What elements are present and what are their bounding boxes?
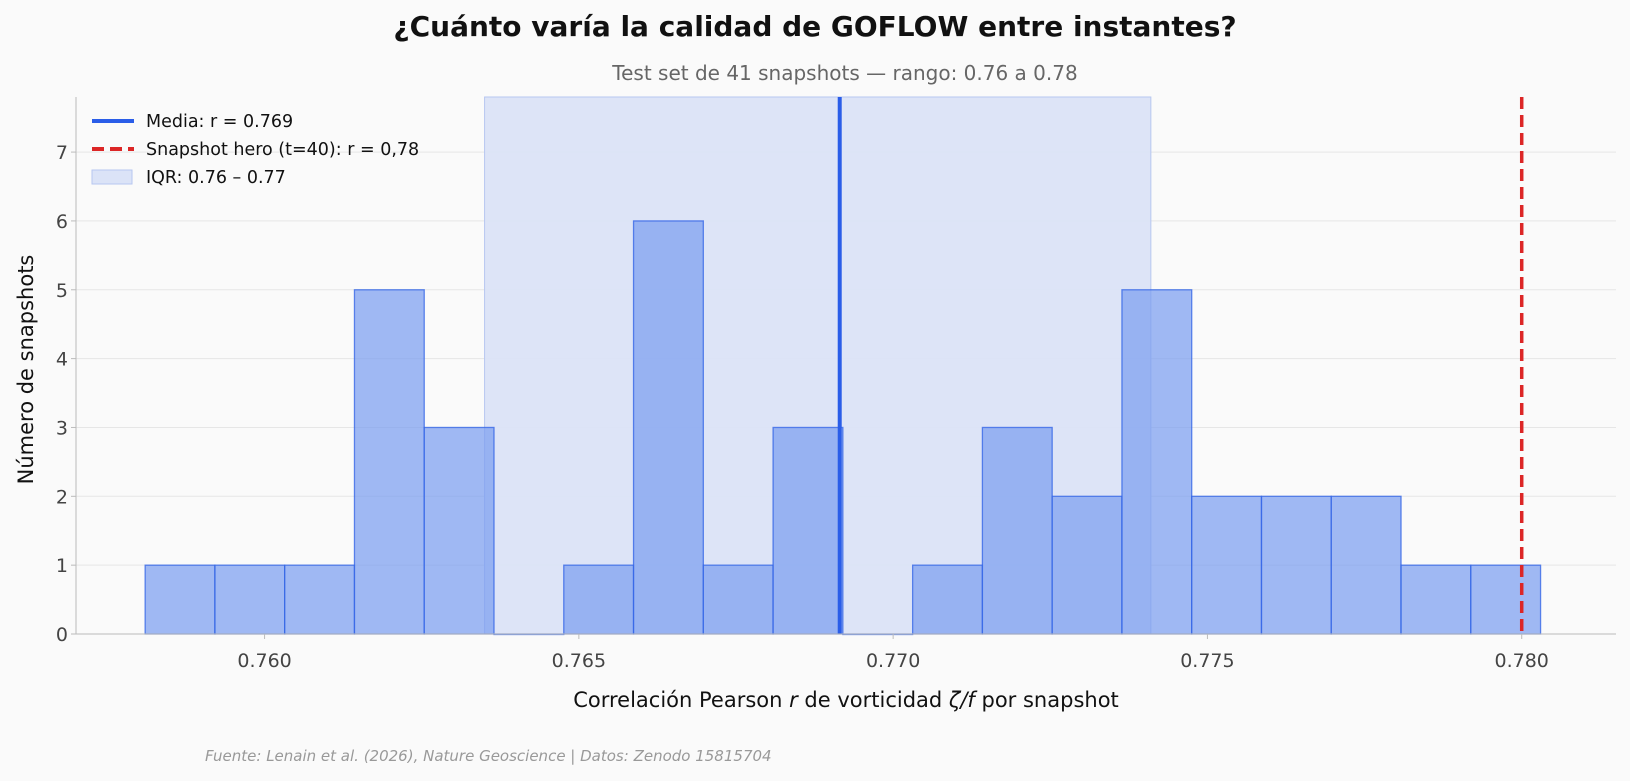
y-axis-label: Número de snapshots	[14, 255, 38, 485]
legend-label-0: Media: r = 0.769	[146, 112, 293, 132]
histogram-bar-13	[1051, 495, 1123, 635]
histogram-bar-0	[144, 564, 216, 635]
histogram-bar-17	[1330, 495, 1402, 635]
histogram-bar-12	[981, 426, 1053, 635]
chart-title: ¿Cuánto varía la calidad de GOFLOW entre…	[393, 10, 1237, 43]
y-tick-label-6: 6	[56, 211, 68, 233]
x-axis-label: Correlación Pearson r de vorticidad ζ/f …	[573, 688, 1119, 712]
histogram-bar-8	[702, 564, 774, 635]
histogram-bar-18	[1400, 564, 1472, 635]
x-tick-label-2: 0.770	[866, 650, 920, 672]
histogram-bar-6	[563, 564, 635, 635]
histogram-bar-1	[214, 564, 286, 635]
legend-label-1: Snapshot hero (t=40): r = 0,78	[146, 140, 419, 160]
y-tick-label-5: 5	[56, 280, 68, 302]
y-tick-label-2: 2	[56, 486, 68, 508]
x-tick-label-3: 0.775	[1180, 650, 1234, 672]
histogram-bar-14	[1121, 289, 1193, 635]
y-tick-label-3: 3	[56, 417, 68, 439]
histogram-bar-15	[1191, 495, 1263, 635]
histogram-bar-16	[1260, 495, 1332, 635]
histogram-bar-7	[632, 220, 704, 635]
histogram-bar-3	[353, 289, 425, 635]
y-tick-label-0: 0	[56, 624, 68, 646]
histogram-bar-19	[1470, 564, 1542, 635]
chart-subtitle: Test set de 41 snapshots — rango: 0.76 a…	[612, 61, 1078, 85]
histogram-bar-2	[284, 564, 356, 635]
histogram-bar-11	[911, 564, 984, 635]
legend-iqr-swatch	[91, 169, 133, 185]
source-note: Fuente: Lenain et al. (2026), Nature Geo…	[205, 747, 772, 765]
y-tick-label-1: 1	[56, 555, 68, 577]
histogram-bar-9	[772, 426, 844, 635]
y-tick-label-4: 4	[56, 349, 68, 371]
x-tick-label-1: 0.765	[552, 650, 606, 672]
y-tick-label-7: 7	[56, 142, 68, 164]
x-tick-label-0: 0.760	[237, 650, 291, 672]
legend-label-2: IQR: 0.76 – 0.77	[146, 168, 286, 188]
histogram-bar-4	[423, 426, 495, 635]
legend: Media: r = 0.769 Snapshot hero (t=40): r …	[91, 112, 419, 188]
x-tick-label-4: 0.780	[1495, 650, 1549, 672]
